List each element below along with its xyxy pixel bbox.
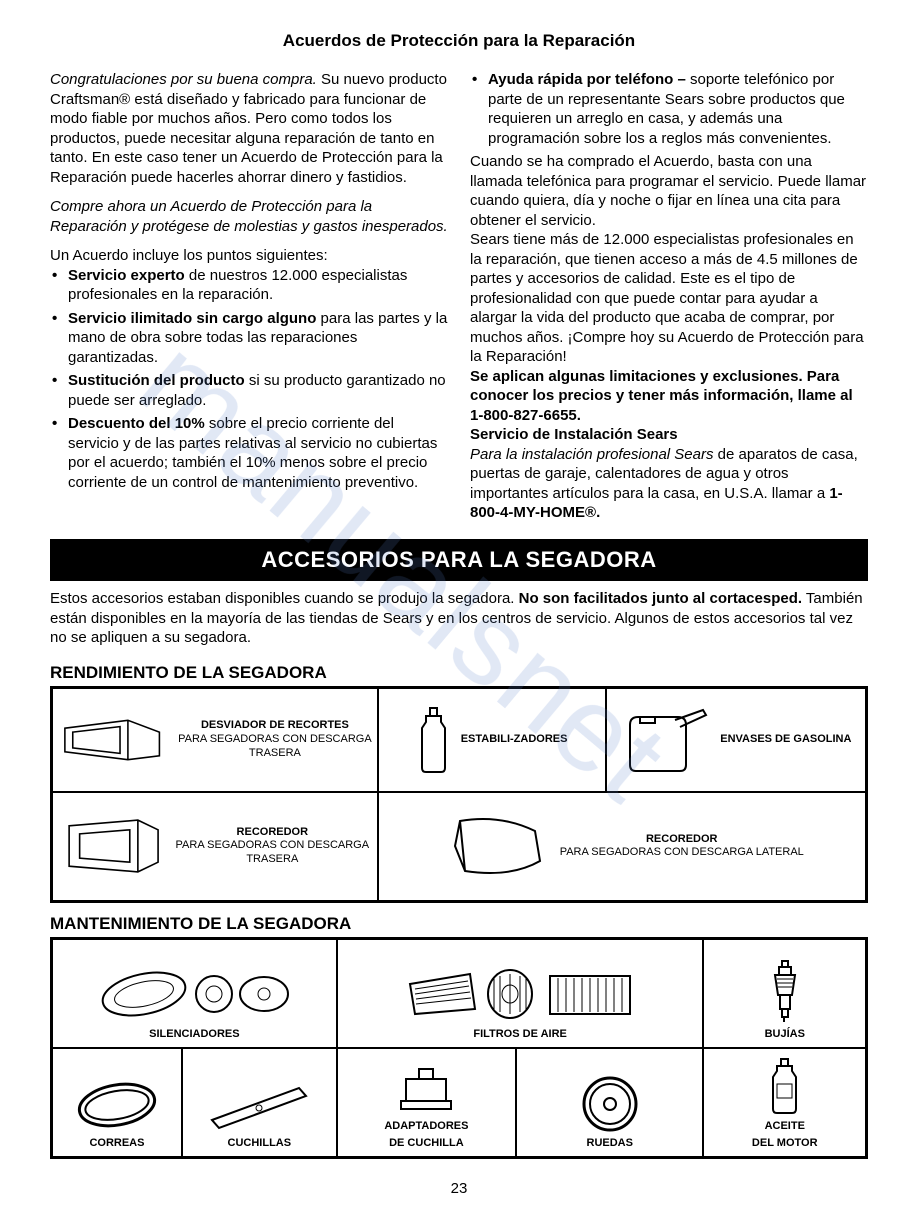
bullet-bold: Ayuda rápida por teléfono –	[488, 71, 686, 88]
right-p1: Cuando se ha comprado el Acuerdo, basta …	[470, 152, 868, 230]
cell-label: BUJÍAS	[765, 1028, 805, 1041]
right-p4-bold: Servicio de Instalación Sears	[470, 425, 868, 445]
maint-cell-wheels: RUEDAS	[516, 1048, 703, 1158]
cell-label-sub: PARA SEGADORAS CON DESCARGA TRASERA	[177, 733, 372, 761]
performance-table: DESVIADOR DE RECORTES PARA SEGADORAS CON…	[50, 686, 868, 903]
filter-icon	[400, 964, 640, 1024]
bullet-bold: Servicio ilimitado sin cargo alguno	[68, 310, 316, 327]
maint-cell-adapters: ADAPTADORES DE CUCHILLA	[337, 1048, 516, 1158]
perf-cell-catcher-rear: RECOREDOR PARA SEGADORAS CON DESCARGA TR…	[52, 792, 378, 902]
muffler-icon	[94, 964, 294, 1024]
cell-label-line2: DE CUCHILLA	[389, 1137, 464, 1150]
maint-cell-oil: ACEITE DEL MOTOR	[703, 1048, 866, 1158]
wheel-icon	[580, 1075, 640, 1133]
blade-icon	[204, 1078, 314, 1133]
intro-bold: No son facilitados junto al cortacesped.	[519, 590, 802, 607]
gascan-icon	[620, 705, 710, 775]
page-number: 23	[50, 1179, 868, 1199]
cell-label-lead: ENVASES DE GASOLINA	[720, 733, 851, 747]
left-p1-italic: Congratulaciones por su buena compra.	[50, 71, 317, 88]
catcher-side-icon	[440, 806, 550, 886]
cell-label: RUEDAS	[587, 1137, 633, 1150]
left-p2: Compre ahora un Acuerdo de Protección pa…	[50, 197, 448, 236]
bullet-item: Sustitución del producto si su producto …	[50, 371, 448, 410]
perf-cell-deflector: DESVIADOR DE RECORTES PARA SEGADORAS CON…	[52, 687, 378, 792]
bullet-bold: Sustitución del producto	[68, 372, 245, 389]
bullet-item: Descuento del 10% sobre el precio corrie…	[50, 414, 448, 492]
left-column: Congratulaciones por su buena compra. Su…	[50, 70, 448, 523]
cell-label: FILTROS DE AIRE	[473, 1028, 567, 1041]
left-p1-rest: Su nuevo producto Craftsman® está diseña…	[50, 71, 447, 186]
maintenance-table: SILENCIADORES FILTROS DE AIRE	[50, 937, 868, 1159]
belt-icon	[72, 1078, 162, 1133]
maint-cell-belts: CORREAS	[52, 1048, 182, 1158]
cell-label-sub: PARA SEGADORAS CON DESCARGA LATERAL	[560, 846, 804, 860]
cell-label: CUCHILLAS	[228, 1137, 292, 1150]
left-bullet-list: Servicio experto de nuestros 12.000 espe…	[50, 266, 448, 493]
performance-heading: RENDIMIENTO DE LA SEGADORA	[50, 662, 868, 684]
right-p3-bold: Se aplican algunas limitaciones y exclus…	[470, 367, 868, 426]
bullet-item: Ayuda rápida por teléfono – soporte tele…	[470, 70, 868, 148]
maint-cell-filters: FILTROS DE AIRE	[337, 938, 704, 1048]
bullet-item: Servicio ilimitado sin cargo alguno para…	[50, 309, 448, 368]
left-p1: Congratulaciones por su buena compra. Su…	[50, 70, 448, 187]
cell-label-lead: RECOREDOR	[560, 833, 804, 847]
maint-cell-sparkplug: BUJÍAS	[703, 938, 866, 1048]
sparkplug-icon	[765, 959, 805, 1024]
oil-bottle-icon	[767, 1056, 802, 1116]
catcher-rear-icon	[57, 806, 162, 886]
intro-part1: Estos accesorios estaban disponibles cua…	[50, 590, 519, 607]
right-column: Ayuda rápida por teléfono – soporte tele…	[470, 70, 868, 523]
two-column-layout: Congratulaciones por su buena compra. Su…	[50, 70, 868, 523]
cell-label-lead: DESVIADOR DE RECORTES	[177, 719, 372, 733]
page-title: Acuerdos de Protección para la Reparació…	[50, 30, 868, 52]
maint-cell-mufflers: SILENCIADORES	[52, 938, 337, 1048]
cell-label: SILENCIADORES	[149, 1028, 239, 1041]
right-bullet-list: Ayuda rápida por teléfono – soporte tele…	[470, 70, 868, 148]
perf-cell-stabilizer: ESTABILI-ZADORES	[378, 687, 606, 792]
accessories-intro: Estos accesorios estaban disponibles cua…	[50, 589, 868, 648]
deflector-icon	[57, 705, 167, 775]
right-p2: Sears tiene más de 12.000 especialistas …	[470, 230, 868, 367]
cell-label-lead: RECOREDOR	[172, 826, 372, 840]
cell-label: CORREAS	[89, 1137, 144, 1150]
bullet-bold: Descuento del 10%	[68, 415, 205, 432]
perf-cell-catcher-side: RECOREDOR PARA SEGADORAS CON DESCARGA LA…	[378, 792, 867, 902]
accessories-banner: ACCESORIOS PARA LA SEGADORA	[50, 539, 868, 582]
left-p3: Un Acuerdo incluye los puntos siguientes…	[50, 246, 448, 266]
cell-label-line2: DEL MOTOR	[752, 1137, 818, 1150]
cell-label-sub: PARA SEGADORAS CON DESCARGA TRASERA	[172, 839, 372, 867]
perf-cell-gascan: ENVASES DE GASOLINA	[606, 687, 867, 792]
bottle-icon	[416, 705, 451, 775]
right-p5: Para la instalación profesional Sears de…	[470, 445, 868, 523]
maintenance-heading: MANTENIMIENTO DE LA SEGADORA	[50, 913, 868, 935]
adapter-icon	[391, 1061, 461, 1116]
right-p5-italic: Para la instalación profesional Sears	[470, 446, 713, 463]
cell-label-line1: ACEITE	[765, 1120, 805, 1133]
bullet-bold: Servicio experto	[68, 267, 185, 284]
maint-cell-blades: CUCHILLAS	[182, 1048, 337, 1158]
bullet-item: Servicio experto de nuestros 12.000 espe…	[50, 266, 448, 305]
cell-label-line1: ADAPTADORES	[384, 1120, 468, 1133]
cell-label-lead: ESTABILI-ZADORES	[461, 733, 568, 747]
